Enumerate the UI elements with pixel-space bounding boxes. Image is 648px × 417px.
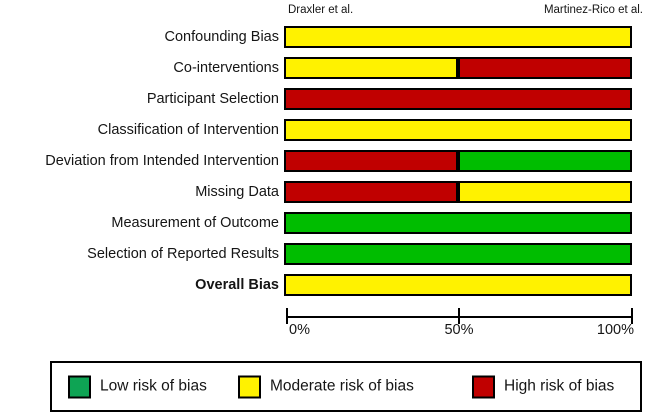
bar-segment-moderate-risk: [284, 26, 632, 48]
legend-box: Low risk of bias Moderate risk of bias H…: [50, 361, 642, 412]
x-axis-tick-50: [458, 308, 460, 324]
legend-item-low-risk: Low risk of bias: [68, 375, 207, 398]
bar-segment-low-risk: [284, 243, 632, 265]
row-label: Selection of Reported Results: [87, 246, 279, 262]
moderate-risk-swatch-icon: [238, 375, 261, 398]
bar-segment-low-risk: [458, 150, 632, 172]
x-axis-tick-label-100: 100%: [596, 322, 634, 338]
row-label: Classification of Intervention: [97, 122, 279, 138]
stacked-bar: [284, 26, 632, 48]
chart-row: Measurement of Outcome: [0, 212, 648, 234]
x-axis-tick-label-0: 0%: [289, 322, 310, 338]
bar-segment-moderate-risk: [458, 181, 632, 203]
stacked-bar: [284, 88, 632, 110]
low-risk-swatch-icon: [68, 375, 91, 398]
row-label: Participant Selection: [146, 91, 279, 107]
stacked-bar: [284, 57, 632, 79]
bar-segment-moderate-risk: [284, 57, 458, 79]
chart-row: Classification of Intervention: [0, 119, 648, 141]
chart-row: Missing Data: [0, 181, 648, 203]
stacked-bar: [284, 181, 632, 203]
row-label: Missing Data: [195, 184, 279, 200]
high-risk-swatch-icon: [472, 375, 495, 398]
legend-item-moderate-risk: Moderate risk of bias: [238, 375, 414, 398]
study-column-header-martinez-rico: Martinez-Rico et al.: [543, 4, 643, 16]
bar-segment-low-risk: [284, 212, 632, 234]
row-label: Deviation from Intended Intervention: [45, 153, 279, 169]
stacked-bar: [284, 150, 632, 172]
legend-label-low-risk: Low risk of bias: [100, 377, 207, 395]
x-axis-tick-100: [631, 308, 633, 324]
stacked-bar: [284, 212, 632, 234]
x-axis-tick-label-50: 50%: [444, 322, 474, 338]
stacked-bar: [284, 119, 632, 141]
chart-row: Co-interventions: [0, 57, 648, 79]
stacked-bar: [284, 243, 632, 265]
chart-row: Overall Bias: [0, 274, 648, 296]
x-axis-tick-0: [286, 308, 288, 324]
legend-label-moderate-risk: Moderate risk of bias: [270, 377, 414, 395]
stacked-bar: [284, 274, 632, 296]
row-label: Measurement of Outcome: [111, 215, 279, 231]
bar-segment-moderate-risk: [284, 274, 632, 296]
bar-segment-high-risk: [284, 150, 458, 172]
study-column-header-draxler: Draxler et al.: [288, 4, 354, 16]
bar-segment-high-risk: [284, 88, 632, 110]
bar-segment-high-risk: [284, 181, 458, 203]
row-label: Overall Bias: [195, 277, 279, 293]
chart-row: Confounding Bias: [0, 26, 648, 48]
chart-row: Deviation from Intended Intervention: [0, 150, 648, 172]
legend-item-high-risk: High risk of bias: [472, 375, 614, 398]
chart-row: Selection of Reported Results: [0, 243, 648, 265]
chart-row: Participant Selection: [0, 88, 648, 110]
legend-label-high-risk: High risk of bias: [504, 377, 615, 395]
bar-segment-high-risk: [458, 57, 632, 79]
row-label: Confounding Bias: [164, 29, 279, 45]
row-label: Co-interventions: [173, 60, 279, 76]
bar-segment-moderate-risk: [284, 119, 632, 141]
